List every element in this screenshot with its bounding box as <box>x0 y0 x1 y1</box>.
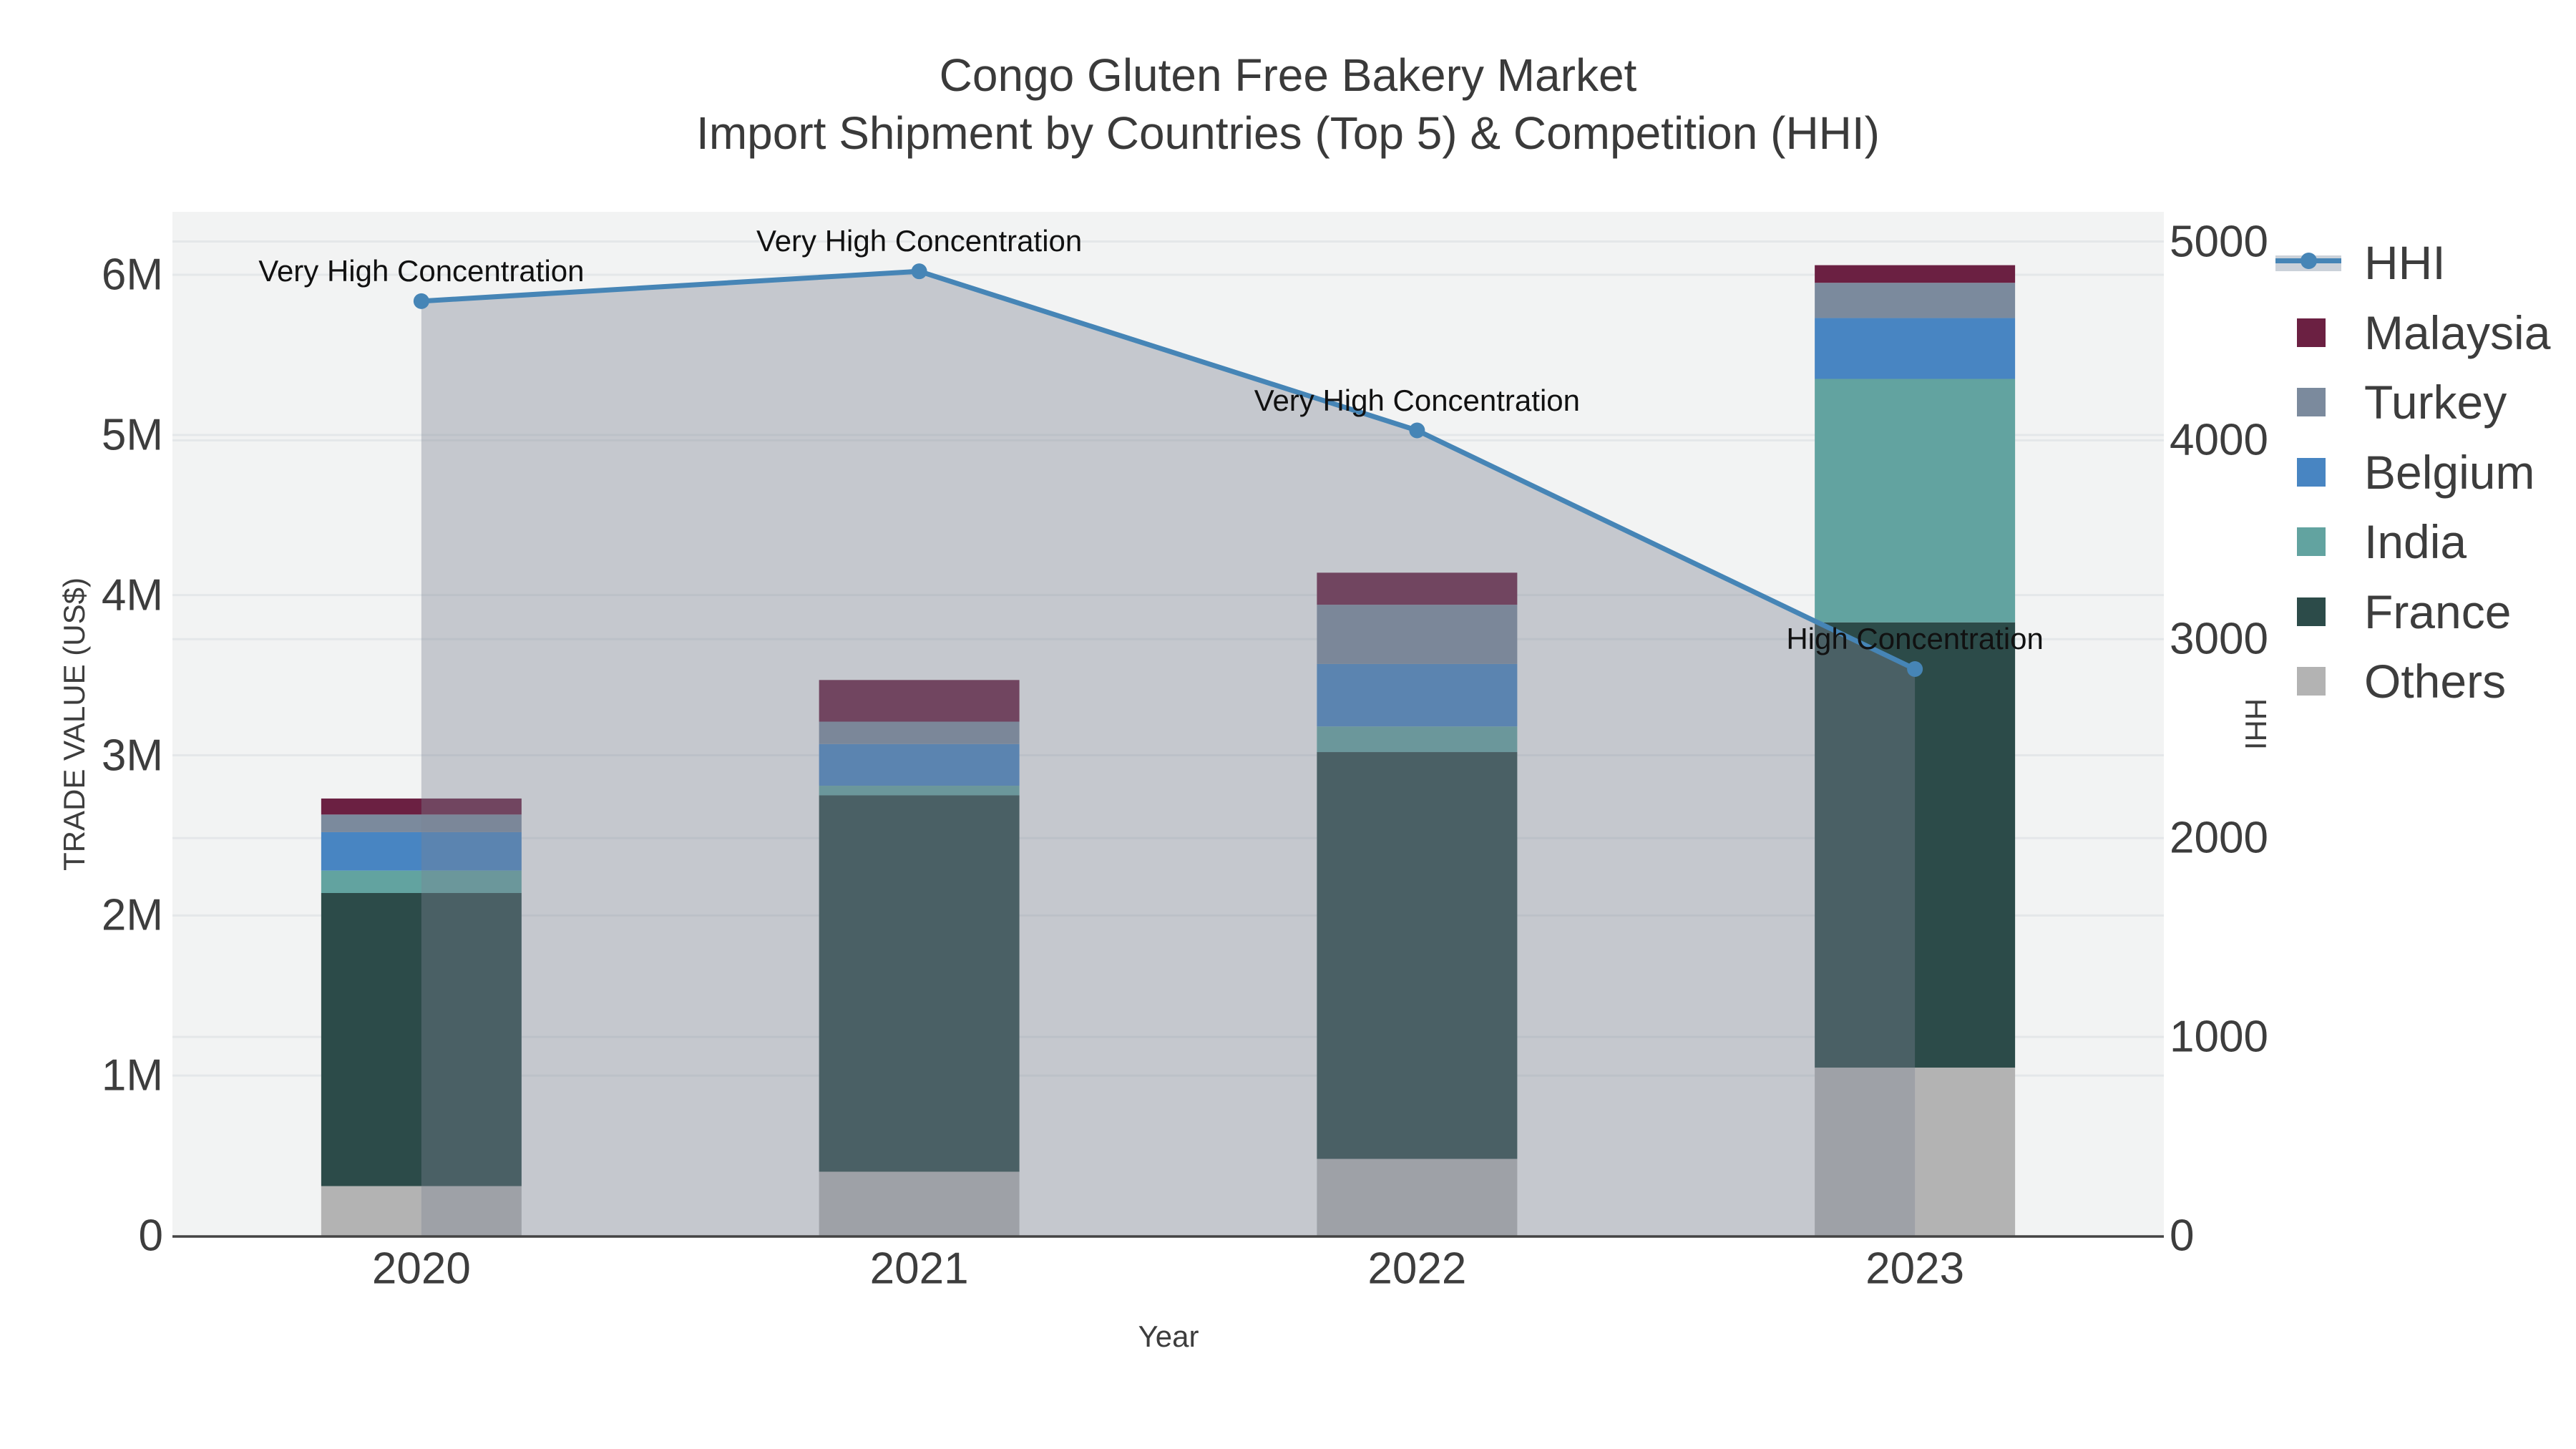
legend-label-others: Others <box>2364 655 2507 708</box>
legend-swatch-others <box>2297 667 2326 696</box>
bar-2021-malaysia <box>819 680 1020 722</box>
x-tick-2023: 2023 <box>1865 1244 1965 1294</box>
x-tick-2021: 2021 <box>869 1244 969 1294</box>
bar-2020-malaysia <box>321 798 522 815</box>
legend-swatch-icon-turkey <box>2275 386 2347 418</box>
legend-item-france[interactable]: France <box>2275 585 2511 639</box>
bar-2021-others <box>819 1171 1020 1236</box>
bar-2021-india <box>819 786 1020 796</box>
chart-subtitle: Import Shipment by Countries (Top 5) & C… <box>696 107 1880 159</box>
legend-label-france: France <box>2364 585 2512 638</box>
hhi-area-fill <box>421 271 1916 1236</box>
y-right-axis-title: HHI <box>2239 698 2273 751</box>
legend-label-india: India <box>2364 515 2467 568</box>
legend-swatch-icon-belgium <box>2275 457 2347 488</box>
bar-2020-turkey <box>321 814 522 832</box>
bar-2020-others <box>321 1186 522 1236</box>
legend-swatch-belgium <box>2297 457 2326 487</box>
hhi-marker-2021 <box>911 263 927 280</box>
chart-title: Congo Gluten Free Bakery Market <box>939 49 1637 101</box>
bar-2023-turkey <box>1815 283 2016 318</box>
y-right-tick-1000: 1000 <box>2170 1012 2268 1062</box>
y-left-axis-title: TRADE VALUE (US$) <box>57 577 91 871</box>
y-right-tick-0: 0 <box>2170 1211 2195 1261</box>
legend-hhi-dot <box>2301 253 2317 269</box>
hhi-marker-2023 <box>1907 660 1923 677</box>
bar-2020-india <box>321 870 522 894</box>
legend-label-hhi: HHI <box>2364 236 2446 289</box>
bar-2022-turkey <box>1317 605 1518 664</box>
y-left-tick-4M: 4M <box>101 570 163 620</box>
legend-label-turkey: Turkey <box>2364 376 2507 429</box>
y-left-tick-1M: 1M <box>101 1050 163 1101</box>
legend-swatch-india <box>2297 527 2326 556</box>
y-left-tick-5M: 5M <box>101 410 163 460</box>
legend-swatch-france <box>2297 597 2326 626</box>
legend-hhi-line-icon <box>2275 247 2347 278</box>
y-right-tick-3000: 3000 <box>2170 614 2268 664</box>
bar-2023-malaysia <box>1815 265 2016 283</box>
bar-2022-france <box>1317 752 1518 1159</box>
y-left-tick-2M: 2M <box>101 890 163 940</box>
hhi-marker-2022 <box>1409 422 1425 439</box>
bar-2022-others <box>1317 1158 1518 1236</box>
y-right-tick-2000: 2000 <box>2170 813 2268 863</box>
bar-2021-turkey <box>819 721 1020 744</box>
annotation-2020: Very High Concentration <box>258 253 585 288</box>
legend-swatch-icon-malaysia <box>2275 317 2347 348</box>
hhi-line <box>421 268 1916 672</box>
bar-2022-malaysia <box>1317 572 1518 605</box>
y-left-tick-3M: 3M <box>101 731 163 780</box>
bar-2023-others <box>1815 1067 2016 1236</box>
bar-2023-belgium <box>1815 318 2016 379</box>
annotation-2023: High Concentration <box>1786 621 2044 655</box>
legend-label-belgium: Belgium <box>2364 445 2535 499</box>
bar-2020-france <box>321 893 522 1186</box>
legend-swatch-turkey <box>2297 388 2326 416</box>
legend-item-india[interactable]: India <box>2275 514 2467 569</box>
annotation-2021: Very High Concentration <box>756 224 1083 258</box>
x-tick-2020: 2020 <box>371 1244 471 1294</box>
legend-item-turkey[interactable]: Turkey <box>2275 375 2507 429</box>
legend-item-belgium[interactable]: Belgium <box>2275 445 2534 499</box>
y-right-tick-4000: 4000 <box>2170 415 2268 465</box>
legend-item-malaysia[interactable]: Malaysia <box>2275 306 2550 360</box>
legend-swatch-icon-france <box>2275 596 2347 628</box>
annotation-2022: Very High Concentration <box>1254 383 1581 417</box>
bar-2022-india <box>1317 726 1518 753</box>
bar-2023-france <box>1815 622 2016 1068</box>
x-tick-2022: 2022 <box>1367 1244 1467 1294</box>
bar-2023-india <box>1815 379 2016 623</box>
legend-item-hhi[interactable]: HHI <box>2275 235 2446 290</box>
bar-2022-belgium <box>1317 663 1518 727</box>
hhi-marker-2020 <box>413 293 429 309</box>
bar-2020-belgium <box>321 831 522 871</box>
bar-2021-france <box>819 795 1020 1172</box>
legend-item-others[interactable]: Others <box>2275 654 2506 708</box>
y-left-tick-0: 0 <box>138 1211 163 1261</box>
legend-swatch-malaysia <box>2297 318 2326 347</box>
legend-swatch-icon-others <box>2275 665 2347 697</box>
bar-2021-belgium <box>819 743 1020 786</box>
legend-swatch-icon-india <box>2275 526 2347 557</box>
x-axis-title: Year <box>1138 1319 1199 1353</box>
legend-label-malaysia: Malaysia <box>2364 306 2551 359</box>
y-left-tick-6M: 6M <box>101 250 163 300</box>
y-right-tick-5000: 5000 <box>2170 217 2268 266</box>
